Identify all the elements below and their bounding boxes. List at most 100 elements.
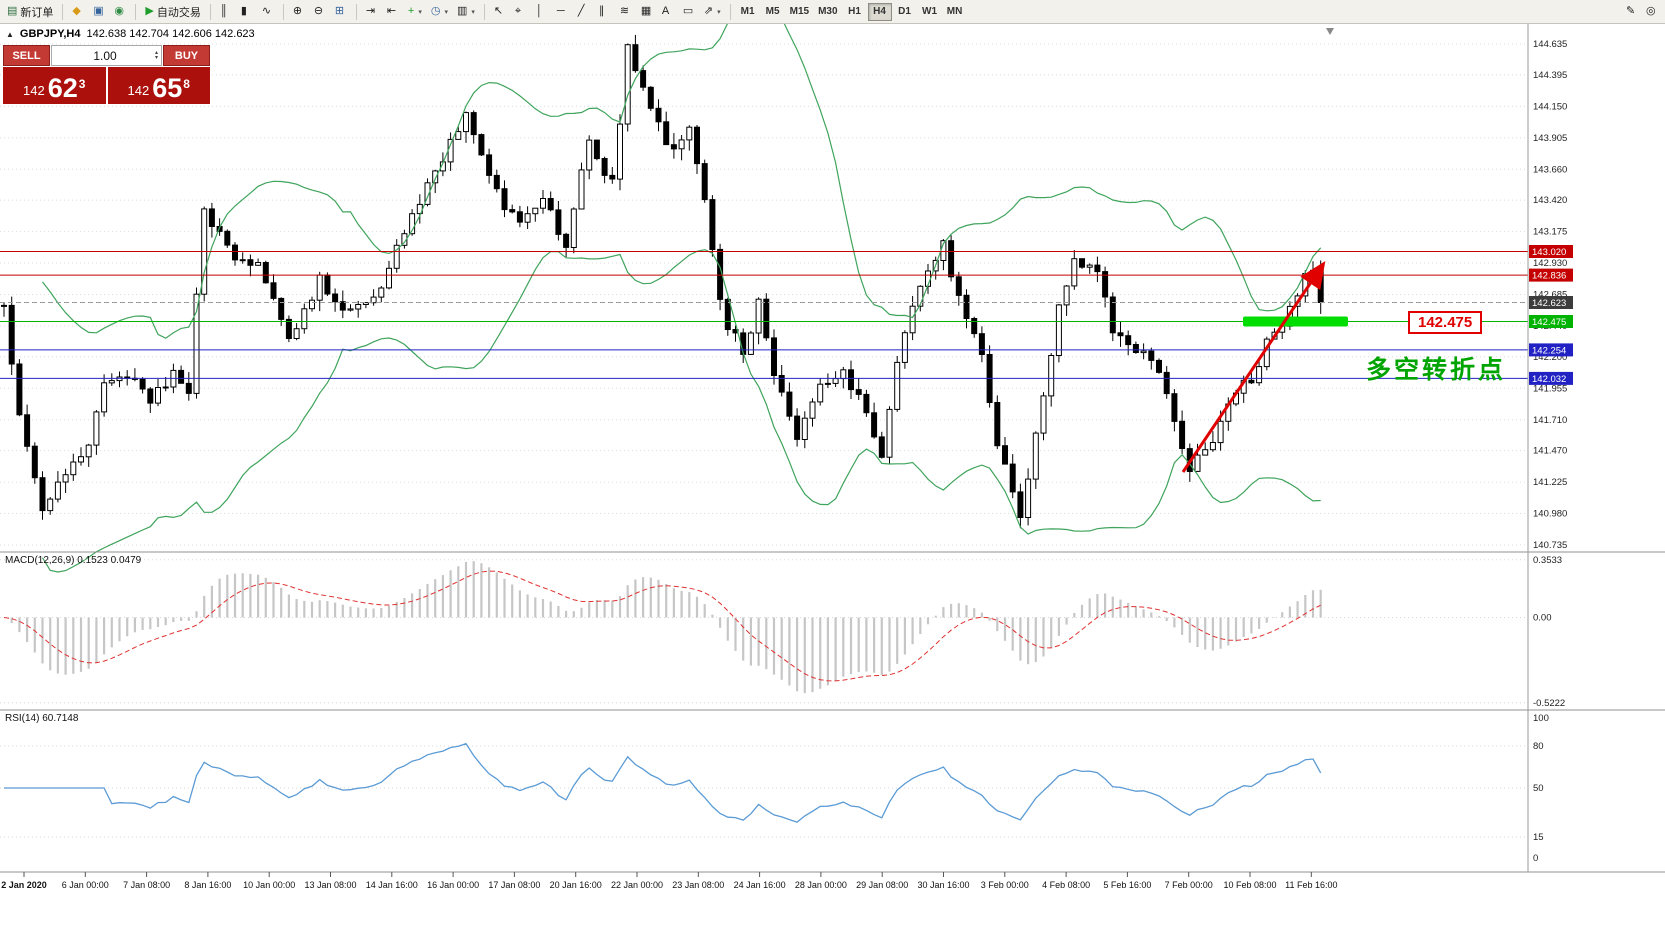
- buy-price-main: 142: [127, 83, 150, 98]
- horizontal-line-tool-button[interactable]: ─: [553, 2, 573, 22]
- timeframe-h1-button[interactable]: H1: [843, 3, 867, 21]
- chart-canvas[interactable]: 0.3533 0.00 -0.5222 100 80 50 15 0 144.635 144.39…: [0, 24, 1665, 948]
- time-axis-label: 30 Jan 16:00: [917, 880, 969, 890]
- dropdown-caret-icon: ▾: [471, 8, 475, 16]
- timeframe-h4-button[interactable]: H4: [867, 2, 892, 21]
- data-window-icon: ▣: [93, 5, 104, 17]
- symbol-name: GBPJPY,H4: [19, 28, 81, 40]
- crosshair-tool-button[interactable]: ⌖: [511, 2, 531, 22]
- price-tag: [1529, 296, 1573, 309]
- cursor-tool-button[interactable]: ↖: [490, 2, 510, 22]
- chart-area: 0.3533 0.00 -0.5222 100 80 50 15 0 144.635 144.39…: [0, 24, 1665, 948]
- indicators-button[interactable]: + ▾: [404, 2, 426, 22]
- arrows-tool-button[interactable]: ⇗ ▾: [700, 2, 725, 22]
- support-price-label[interactable]: 142.475: [1408, 311, 1483, 334]
- price-scale[interactable]: 144.635 144.395 144.150 143.905 143.660 143.4…: [1527, 24, 1573, 872]
- new-order-button[interactable]: ▤ 新订单: [3, 2, 57, 22]
- symbol-info: ▲ GBPJPY,H4 142.638 142.704 142.606 142.…: [6, 28, 255, 40]
- macd-scale-label: 0.00: [1533, 613, 1552, 624]
- label-tool-button[interactable]: ▭: [679, 2, 699, 22]
- timeframe-d1-button[interactable]: D1: [893, 3, 917, 21]
- chart-annotations[interactable]: [1181, 28, 1348, 473]
- trendline-tool-button[interactable]: ╱: [574, 2, 594, 22]
- tile-windows-button[interactable]: ⊞: [331, 2, 351, 22]
- dropdown-caret-icon: ▾: [717, 8, 721, 16]
- volume-down-icon[interactable]: ▾: [154, 54, 158, 61]
- timeframe-m1-button[interactable]: M1: [736, 3, 760, 21]
- navigator-button[interactable]: ◉: [110, 2, 130, 22]
- zoom-in-icon: ⊕: [292, 5, 303, 17]
- timeframe-m5-button[interactable]: M5: [761, 3, 785, 21]
- time-axis-label: 3 Feb 00:00: [981, 880, 1029, 890]
- buy-button[interactable]: BUY: [163, 45, 210, 66]
- toolbar-separator: [209, 3, 211, 20]
- text-tool-button[interactable]: A: [658, 2, 678, 22]
- market-watch-button[interactable]: ◆: [68, 2, 88, 22]
- price-tag: [1529, 343, 1573, 357]
- fibonacci-tool-icon: ≋: [619, 5, 630, 17]
- rsi-scale-label: 0: [1533, 853, 1538, 864]
- price-tag-label: 142.836: [1532, 271, 1566, 282]
- candlestick-chart-button[interactable]: ▮: [237, 2, 257, 22]
- bar-chart-button[interactable]: ║: [216, 2, 236, 22]
- price-tag: [1529, 371, 1573, 385]
- volume-up-icon[interactable]: ▴: [154, 49, 158, 56]
- channel-tool-icon: ∥: [598, 5, 605, 17]
- vertical-line-tool-button[interactable]: │: [532, 2, 552, 22]
- volume-input[interactable]: 1.00 ▴ ▾: [51, 45, 162, 66]
- fibonacci-tool-button[interactable]: ≋: [616, 2, 636, 22]
- trend-arrow[interactable]: [1181, 261, 1326, 473]
- auto-trading-button[interactable]: ▶ 自动交易: [141, 2, 204, 22]
- time-axis-label: 13 Jan 08:00: [304, 880, 356, 890]
- toolbar-separator: [62, 3, 64, 20]
- support-highlight-bar[interactable]: [1243, 316, 1348, 327]
- periods-icon: ◷: [430, 5, 441, 17]
- zoom-out-button[interactable]: ⊖: [310, 2, 330, 22]
- shapes-tool-button[interactable]: ▦: [637, 2, 657, 22]
- time-axis-label: 7 Feb 00:00: [1165, 880, 1213, 890]
- price-tag-label: 142.475: [1532, 317, 1566, 328]
- price-tag-label: 142.623: [1532, 298, 1566, 309]
- rsi-scale-label: 50: [1533, 783, 1544, 794]
- horizontal-price-lines[interactable]: [0, 251, 1528, 379]
- sell-price-main: 142: [23, 83, 45, 98]
- rsi-label: RSI(14) 60.7148: [5, 713, 79, 724]
- sell-button[interactable]: SELL: [3, 45, 50, 66]
- symbol-triangle-icon: ▲: [6, 29, 14, 39]
- price-scale-label: 144.150: [1533, 101, 1567, 112]
- search-button[interactable]: ◎: [1642, 2, 1662, 22]
- chart-shift-marker[interactable]: [1326, 28, 1334, 35]
- price-scale-label: 140.735: [1533, 540, 1567, 551]
- time-axis-label: 16 Jan 00:00: [427, 880, 479, 890]
- line-chart-icon: ∿: [261, 5, 272, 17]
- channel-tool-button[interactable]: ∥: [595, 2, 615, 22]
- line-chart-button[interactable]: ∿: [258, 2, 278, 22]
- toolbar-separator: [135, 3, 137, 20]
- time-axis-label: 4 Feb 08:00: [1042, 880, 1090, 890]
- buy-price-tile[interactable]: 142 65 8: [107, 67, 210, 104]
- search-icon: ◎: [1646, 5, 1656, 17]
- rsi-scale-label: 100: [1533, 713, 1549, 724]
- label-tool-icon: ▭: [682, 5, 694, 17]
- periods-button[interactable]: ◷ ▾: [427, 2, 452, 22]
- sell-price-tile[interactable]: 142 62 3: [3, 67, 106, 104]
- timeframe-w1-button[interactable]: W1: [918, 3, 942, 21]
- chart-shift-button[interactable]: ⇤: [383, 2, 403, 22]
- data-window-button[interactable]: ▣: [89, 2, 109, 22]
- indicators-icon: +: [407, 5, 415, 17]
- rsi-scale-label: 15: [1533, 832, 1544, 843]
- toolbar-groups: ▤ 新订单 ◆ ▣ ◉ ▶ 自动交易 ║ ▮ ∿ ⊕ ⊖ ⊞ ⇥ ⇤ + ▾ ◷ ▾ ▥ ▾ ↖ ⌖ │ ─ ╱ ∥ ≋ ▦ A ▭ ⇗ ▾ M1…: [3, 2, 1622, 22]
- zoom-in-button[interactable]: ⊕: [289, 2, 309, 22]
- price-tag: [1529, 268, 1573, 282]
- chart-shift-icon: ⇤: [386, 5, 397, 17]
- timeframe-mn-button[interactable]: MN: [943, 3, 967, 21]
- turning-point-annotation[interactable]: 多空转折点: [1366, 356, 1507, 384]
- time-axis[interactable]: 2 Jan 2020 6 Jan 00:00 7 Jan 08:00 8 Jan 16…: [1, 872, 1337, 890]
- timeframe-m15-button[interactable]: M15: [786, 3, 813, 21]
- templates-button[interactable]: ▥ ▾: [453, 2, 479, 22]
- auto-scroll-button[interactable]: ⇥: [362, 2, 382, 22]
- timeframe-m30-button[interactable]: M30: [814, 3, 841, 21]
- zoom-out-icon: ⊖: [313, 5, 324, 17]
- edit-button[interactable]: ✎: [1622, 2, 1642, 22]
- time-axis-label: 8 Jan 16:00: [184, 880, 231, 890]
